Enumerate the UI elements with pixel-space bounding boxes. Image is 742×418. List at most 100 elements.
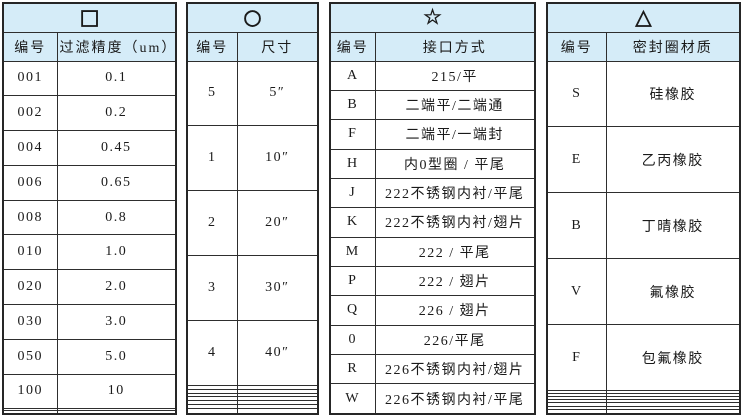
cell-value: 包氟橡胶 (605, 324, 741, 391)
cell-code: 050 (2, 338, 58, 375)
cell-code: Q (329, 295, 376, 326)
cell-value: 20″ (236, 190, 319, 257)
cell-value (605, 408, 741, 415)
table-row: 001 0.1 (2, 60, 177, 97)
table-row: W 226不锈钢内衬/平尾 (329, 383, 536, 415)
cell-value: 10″ (236, 125, 319, 192)
cell-value: 0.1 (56, 60, 177, 97)
table-row: V 氟橡胶 (546, 258, 741, 326)
cell-value: 222不锈钢内衬/平尾 (374, 177, 536, 209)
cell-value: 5″ (236, 60, 319, 127)
table-row: 010 1.0 (2, 234, 177, 271)
table-row: 050 5.0 (2, 338, 177, 375)
cell-value: 2.0 (56, 269, 177, 305)
table-row: F 包氟橡胶 (546, 324, 741, 391)
cell-code: B (546, 192, 607, 260)
table-row: E 乙丙橡胶 (546, 126, 741, 194)
table-row: 2 20″ (186, 190, 319, 257)
cell-code: W (329, 383, 376, 415)
star-icon: ☆ (329, 2, 536, 33)
symbol-header-row: ○ (186, 2, 319, 33)
star-icon-glyph: ☆ (423, 4, 443, 29)
cell-code: S (546, 60, 607, 128)
cell-code: 5 (186, 60, 238, 127)
cell-value: 1.0 (56, 234, 177, 271)
cell-value: 10 (56, 373, 177, 410)
col-header-code: 编号 (186, 31, 238, 62)
cell-value: 40″ (236, 320, 319, 386)
cell-code: V (546, 258, 607, 326)
cell-value: 226 / 翅片 (374, 295, 536, 326)
cell-code: 4 (186, 320, 238, 386)
cell-code (546, 408, 607, 415)
cell-code: 2 (186, 190, 238, 257)
cell-value (236, 407, 319, 415)
table-row: 020 2.0 (2, 269, 177, 305)
cell-code: J (329, 177, 376, 209)
cell-code: 001 (2, 60, 58, 97)
cell-value (56, 410, 177, 415)
cell-code: B (329, 89, 376, 121)
table-row (546, 389, 741, 395)
cell-code: F (329, 119, 376, 150)
cell-code: 1 (186, 125, 238, 192)
cell-code: R (329, 353, 376, 385)
interface-type-table: ☆ 编号 接口方式 A 215/平 B 二端平/二端通 F 二端平/一端封 H 内0型圈 / … (329, 2, 536, 415)
symbol-header-row: □ (2, 2, 177, 33)
cell-value (605, 399, 741, 404)
cell-value (605, 405, 741, 410)
table-row: 008 0.8 (2, 199, 177, 236)
cell-value: 215/平 (374, 60, 536, 91)
cell-value: 222 / 翅片 (374, 265, 536, 297)
table-row: A 215/平 (329, 60, 536, 91)
cell-code: 020 (2, 269, 58, 305)
cell-value: 硅橡胶 (605, 60, 741, 128)
symbol-header-row: △ (546, 2, 741, 33)
triangle-icon: △ (546, 2, 741, 33)
cell-value: 0.2 (56, 95, 177, 132)
circle-icon-glyph: ○ (243, 4, 262, 29)
cell-code: 008 (2, 199, 58, 236)
cell-code: 0 (329, 324, 376, 355)
cell-value: 226不锈钢内衬/翅片 (374, 353, 536, 385)
cell-code: 002 (2, 95, 58, 132)
table-row: R 226不锈钢内衬/翅片 (329, 353, 536, 385)
cell-code: 010 (2, 234, 58, 271)
table-row: F 二端平/一端封 (329, 119, 536, 150)
column-header-row: 编号 尺寸 (186, 31, 319, 62)
cell-code: A (329, 60, 376, 91)
cartridge-size-table: ○ 编号 尺寸 5 5″ 1 10″ 2 20″ 3 30″ 4 40″ (186, 2, 319, 415)
table-row: 002 0.2 (2, 95, 177, 132)
col-header-precision: 过滤精度（um） (56, 31, 177, 62)
table-row (546, 405, 741, 410)
circle-icon: ○ (186, 2, 319, 33)
cell-value: 0.45 (56, 130, 177, 166)
column-header-row: 编号 密封圈材质 (546, 31, 741, 62)
cell-code: E (546, 126, 607, 194)
table-row (546, 399, 741, 404)
cell-value: 氟橡胶 (605, 258, 741, 326)
cell-value: 丁晴橡胶 (605, 192, 741, 260)
cell-value: 222 / 平尾 (374, 236, 536, 267)
table-row: M 222 / 平尾 (329, 236, 536, 267)
table-row (546, 408, 741, 415)
square-icon-glyph: □ (79, 4, 100, 29)
cell-value: 0.8 (56, 199, 177, 236)
cell-value (605, 396, 741, 401)
cell-code (2, 410, 58, 415)
cell-code: 100 (2, 373, 58, 410)
table-row: K 222不锈钢内衬/翅片 (329, 207, 536, 238)
cell-value: 3.0 (56, 303, 177, 340)
cell-value: 内0型圈 / 平尾 (374, 148, 536, 179)
cell-value (605, 402, 741, 407)
cell-value: 30″ (236, 255, 319, 321)
table-row: S 硅橡胶 (546, 60, 741, 128)
cell-code: 030 (2, 303, 58, 340)
table-row: J 222不锈钢内衬/平尾 (329, 177, 536, 209)
cell-code: K (329, 207, 376, 238)
table-row: 030 3.0 (2, 303, 177, 340)
table-row: H 内0型圈 / 平尾 (329, 148, 536, 179)
table-row: 1 10″ (186, 125, 319, 192)
col-header-code: 编号 (546, 31, 607, 62)
